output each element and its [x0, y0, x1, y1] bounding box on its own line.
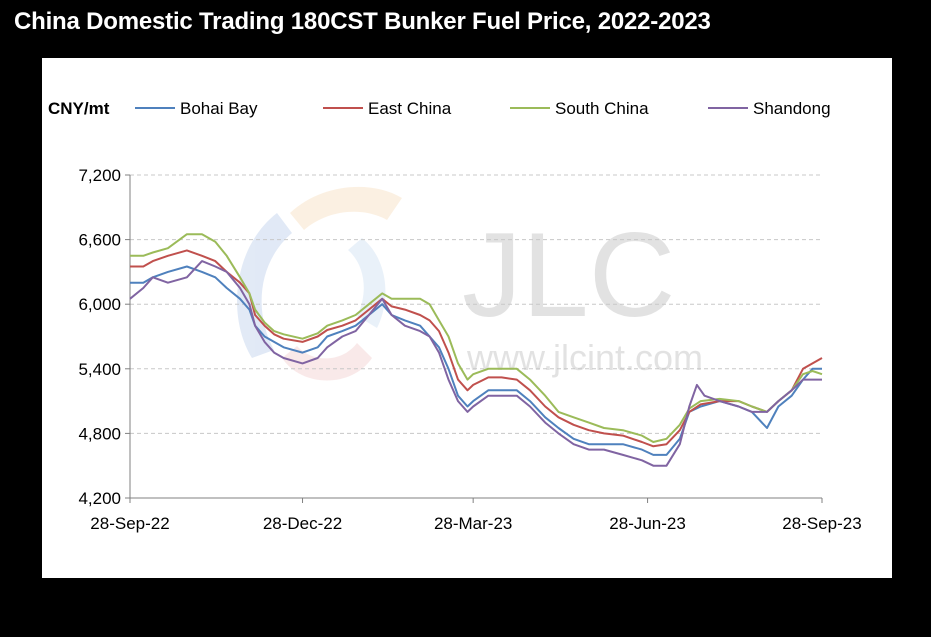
- y-tick-label: 4,200: [78, 489, 121, 508]
- legend-item-shandong: Shandong: [708, 99, 831, 118]
- legend-label: Shandong: [753, 99, 831, 118]
- axes: 4,200 4,800 5,400 6,000 6,600 7,200 28-Sep-22 2…: [78, 166, 861, 533]
- legend-label: South China: [555, 99, 649, 118]
- series-lines: [129, 233, 823, 467]
- legend-item-south-china: South China: [510, 99, 649, 118]
- legend: Bohai Bay East China South China Shandong: [135, 99, 831, 118]
- y-tick-label: 6,600: [78, 231, 121, 250]
- chart-title: China Domestic Trading 180CST Bunker Fue…: [14, 8, 711, 35]
- y-axis-label: CNY/mt: [48, 99, 110, 118]
- watermark-url-text: www.jlcint.com: [466, 337, 703, 378]
- x-tick-label: 28-Sep-23: [782, 514, 861, 533]
- y-tick-label: 5,400: [78, 360, 121, 379]
- watermark-logo-text: JLC: [462, 208, 675, 342]
- legend-item-bohai-bay: Bohai Bay: [135, 99, 258, 118]
- legend-item-east-china: East China: [323, 99, 452, 118]
- y-tick-label: 6,000: [78, 295, 121, 314]
- chart-svg: JLC www.jlcint.com 4,200 4,800 5,400 6,000 6…: [48, 99, 862, 533]
- series-line-shandong: [129, 260, 822, 467]
- chart-panel: JLC www.jlcint.com 4,200 4,800 5,400 6,000 6…: [42, 58, 892, 578]
- series-line-bohai-bay: [130, 265, 822, 456]
- x-tick-label: 28-Sep-22: [90, 514, 169, 533]
- x-tick-label: 28-Dec-22: [263, 514, 342, 533]
- y-tick-label: 4,800: [78, 424, 121, 443]
- legend-label: East China: [368, 99, 452, 118]
- y-tick-label: 7,200: [78, 166, 121, 185]
- series-line-south-china: [130, 233, 823, 443]
- x-tick-label: 28-Mar-23: [434, 514, 512, 533]
- legend-label: Bohai Bay: [180, 99, 258, 118]
- x-tick-label: 28-Jun-23: [609, 514, 686, 533]
